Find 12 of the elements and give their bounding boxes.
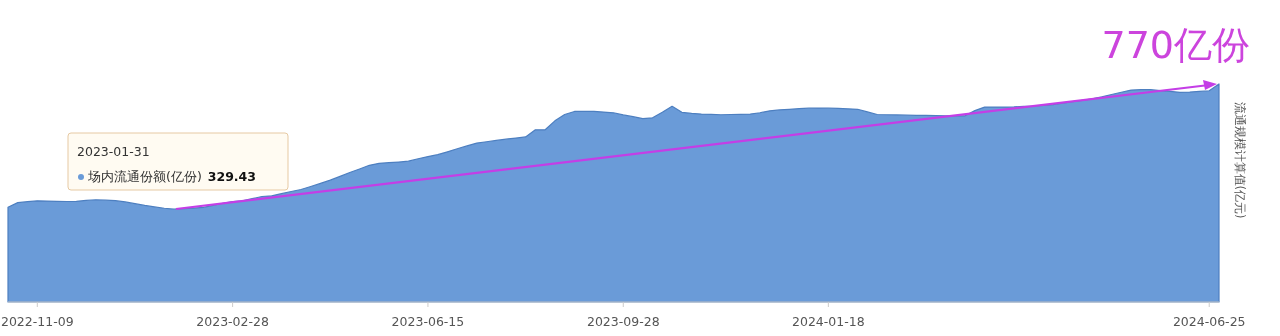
x-tick-label: 2024-06-25 — [1172, 314, 1246, 329]
x-tick-label: 2024-01-18 — [792, 314, 865, 329]
x-tick-label: 2022-11-09 — [0, 314, 74, 329]
annotation: 2023-01-31 — [77, 144, 150, 159]
tooltip: 2023-01-31 场内流通份额(亿份) 329.43 — [67, 132, 289, 191]
x-tick-label: 2023-02-28 — [196, 314, 269, 329]
annotation: 329.43 — [207, 169, 257, 184]
y2-axis-title: 流通规模计算值(亿元) — [1233, 101, 1247, 219]
x-tick-label: 2023-06-15 — [391, 314, 465, 329]
x-tick-label: 2023-09-28 — [586, 314, 660, 329]
series-label: 场内流通份额(亿份) — [87, 169, 202, 184]
text: 770亿份 — [1101, 23, 1250, 67]
